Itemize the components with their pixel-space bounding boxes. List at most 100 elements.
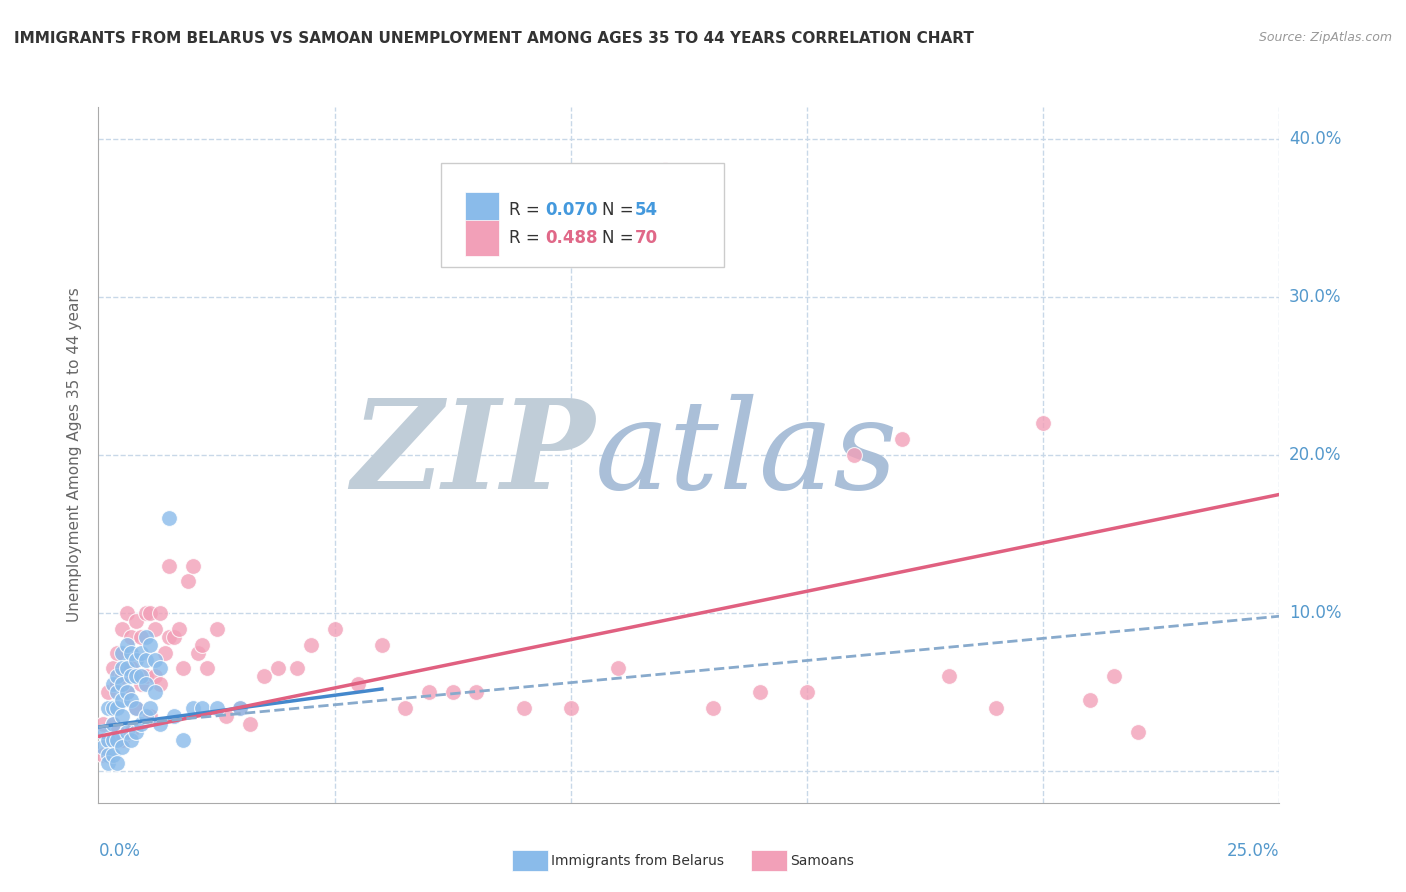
Point [111,708,134,723]
Point [299,638,322,652]
Point [195,661,218,675]
Point [938,669,960,683]
Point [205,701,228,715]
Text: 0.0%: 0.0% [98,842,141,860]
Point [187,646,209,660]
Point [125,653,148,667]
Point [267,661,290,675]
Point [1080,693,1102,707]
Point [143,669,166,683]
Point [181,701,204,715]
Point [215,708,238,723]
Point [890,432,912,446]
Point [129,630,152,644]
Text: IMMIGRANTS FROM BELARUS VS SAMOAN UNEMPLOYMENT AMONG AGES 35 TO 44 YEARS CORRELA: IMMIGRANTS FROM BELARUS VS SAMOAN UNEMPL… [14,31,974,46]
Point [97,701,120,715]
Point [135,708,157,723]
Text: 0.070: 0.070 [546,201,598,219]
Point [371,638,394,652]
Point [984,701,1007,715]
Point [111,661,134,675]
Text: 25.0%: 25.0% [1227,842,1279,860]
Point [125,701,148,715]
Text: 10.0%: 10.0% [1289,604,1341,622]
Point [253,669,276,683]
Point [105,724,128,739]
Point [1126,724,1149,739]
Point [418,685,440,699]
Point [153,646,176,660]
Point [115,685,138,699]
Point [143,685,166,699]
Point [105,756,128,771]
Point [105,701,128,715]
Point [129,646,152,660]
Point [394,701,416,715]
Text: N =: N = [602,229,638,247]
Point [121,693,143,707]
Point [115,685,138,699]
Point [135,630,157,644]
Point [157,558,180,573]
Point [111,693,134,707]
Point [172,732,194,747]
Point [129,669,152,683]
Point [135,677,157,691]
FancyBboxPatch shape [464,192,499,228]
Point [1032,417,1054,431]
Point [115,606,138,620]
Point [101,716,124,731]
Point [172,661,194,675]
Text: Source: ZipAtlas.com: Source: ZipAtlas.com [1258,31,1392,45]
Point [111,677,134,691]
Point [191,638,214,652]
Point [91,724,114,739]
Text: N =: N = [602,201,638,219]
Y-axis label: Unemployment Among Ages 35 to 44 years: Unemployment Among Ages 35 to 44 years [66,287,82,623]
Point [121,630,143,644]
Point [105,685,128,699]
Point [702,701,724,715]
Text: 20.0%: 20.0% [1289,446,1341,464]
Point [111,669,134,683]
Point [97,748,120,763]
Point [157,511,180,525]
Point [135,653,157,667]
Point [121,669,143,683]
Point [115,638,138,652]
Point [323,622,346,636]
Point [654,163,676,178]
Point [512,701,534,715]
Text: 54: 54 [634,201,658,219]
Point [143,622,166,636]
Point [121,724,143,739]
Point [135,669,157,683]
Point [105,732,128,747]
Point [149,716,172,731]
Text: 70: 70 [634,229,658,247]
Text: Samoans: Samoans [790,854,853,868]
Point [101,732,124,747]
Point [101,677,124,691]
Point [229,701,252,715]
Point [121,646,143,660]
Point [181,558,204,573]
Text: atlas: atlas [595,394,898,516]
Point [105,646,128,660]
Point [167,622,190,636]
Point [125,614,148,628]
Text: R =: R = [509,201,546,219]
Point [125,669,148,683]
Point [285,661,308,675]
Point [139,638,162,652]
Point [748,685,770,699]
FancyBboxPatch shape [464,219,499,256]
Point [441,685,464,699]
Point [229,701,252,715]
Point [105,677,128,691]
Point [149,661,172,675]
Text: ZIP: ZIP [350,394,595,516]
Point [101,716,124,731]
FancyBboxPatch shape [441,162,724,267]
Point [121,661,143,675]
